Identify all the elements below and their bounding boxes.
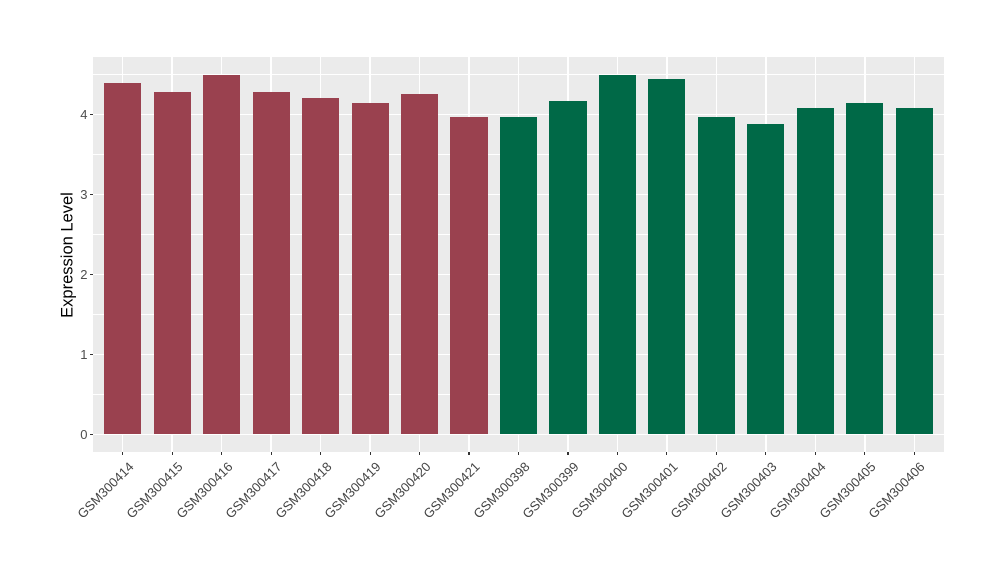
x-axis-tick	[715, 452, 717, 455]
x-axis-tick	[270, 452, 272, 455]
x-axis-tick	[864, 452, 866, 455]
x-axis-tick	[517, 452, 520, 455]
y-tick-label: 2	[80, 266, 88, 282]
x-axis-tick	[765, 452, 767, 455]
x-axis-tick	[171, 452, 173, 455]
x-axis-tick	[666, 452, 668, 455]
x-axis-tick	[567, 452, 569, 455]
x-axis-tick	[616, 452, 618, 455]
bar	[846, 103, 884, 435]
bar	[302, 97, 340, 435]
bar	[450, 116, 488, 435]
x-axis-tick	[418, 452, 421, 455]
bar	[203, 74, 241, 435]
bar	[351, 103, 389, 435]
x-axis-tick	[814, 452, 816, 455]
bar	[153, 92, 191, 435]
bar	[252, 92, 290, 435]
y-axis-tick	[90, 353, 93, 355]
bar	[549, 100, 587, 435]
x-axis-tick	[221, 452, 223, 455]
y-tick-label: 0	[80, 426, 88, 442]
bar	[895, 108, 933, 435]
bar	[104, 83, 142, 435]
x-axis-tick	[913, 452, 915, 455]
x-axis-tick	[320, 452, 322, 455]
bar	[499, 116, 538, 435]
y-axis-tick	[90, 273, 93, 276]
y-tick-label: 4	[80, 107, 88, 123]
x-axis-tick	[369, 452, 371, 455]
bar	[648, 79, 686, 435]
bar	[400, 93, 439, 435]
bar	[796, 108, 834, 435]
y-tick-label: 3	[80, 187, 88, 203]
x-axis-tick	[122, 452, 124, 455]
bar	[697, 116, 735, 435]
y-axis-tick	[90, 433, 93, 435]
y-axis-title: Expression Level	[58, 192, 77, 318]
bar	[747, 124, 785, 435]
y-axis-tick	[90, 193, 93, 196]
y-tick-label: 1	[80, 346, 88, 362]
x-axis-tick	[468, 452, 470, 455]
bar	[598, 75, 636, 435]
y-axis-tick	[90, 114, 93, 116]
